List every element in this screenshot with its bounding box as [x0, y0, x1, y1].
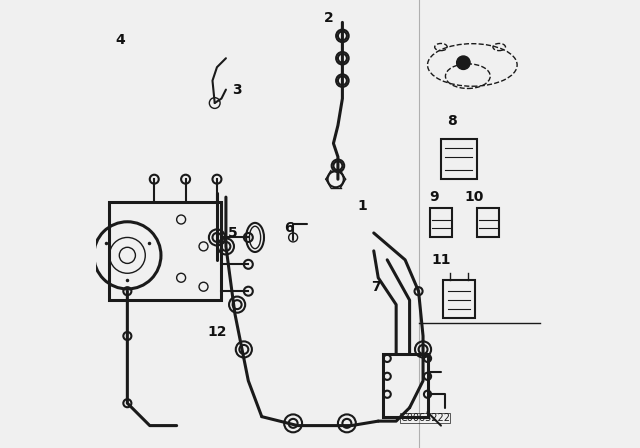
Text: 7: 7 [371, 280, 381, 294]
Text: 3: 3 [232, 82, 242, 97]
Text: 5: 5 [228, 226, 237, 240]
Text: 8: 8 [447, 114, 457, 128]
Text: 4: 4 [116, 33, 125, 47]
Bar [441, 139, 477, 179]
Circle shape [456, 56, 470, 69]
Text: 6: 6 [284, 221, 294, 236]
Text: 2: 2 [324, 11, 334, 25]
Bar [383, 354, 428, 417]
Bar [109, 202, 221, 300]
Bar [430, 208, 452, 237]
Text: 10: 10 [465, 190, 484, 204]
Bar [443, 280, 474, 318]
Text: C0063222: C0063222 [400, 414, 451, 423]
Text: 1: 1 [358, 199, 367, 213]
Text: 11: 11 [431, 253, 451, 267]
Text: 9: 9 [429, 190, 439, 204]
Bar [477, 208, 499, 237]
Text: 12: 12 [207, 324, 227, 339]
